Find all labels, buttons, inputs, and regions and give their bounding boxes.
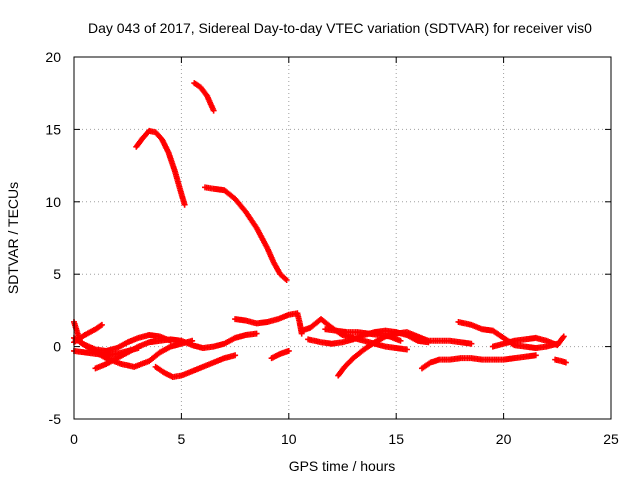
x-tick-label: 10 [281,431,297,447]
chart-title: Day 043 of 2017, Sidereal Day-to-day VTE… [88,20,592,36]
y-tick-label: -5 [49,411,62,427]
x-axis-label: GPS time / hours [289,458,396,474]
series-arc-9 [152,352,239,381]
series-arc-18 [489,333,567,350]
series-arc-17 [455,318,561,352]
x-tick-label: 5 [178,431,186,447]
data-point [285,347,292,354]
x-tick-label: 20 [496,431,512,447]
data-point [283,276,290,283]
axis-ticks: 0 5 10 15 20 25 -5 0 5 10 15 20 [45,49,619,447]
series-arc-2 [191,80,217,114]
data-point [468,340,475,347]
series-arc-1 [133,127,188,208]
series-arc-8 [71,345,142,359]
data-point [181,201,188,208]
data-point [397,337,404,344]
data-point [562,359,569,366]
data-point [135,345,142,352]
grid-lines [74,57,611,419]
data-point [232,352,239,359]
series-arc-16 [418,352,539,372]
data-series [71,80,569,381]
data-point [403,346,410,353]
x-tick-label: 15 [388,431,404,447]
data-point [210,107,217,114]
y-tick-label: 5 [53,266,61,282]
data-point [98,321,105,328]
y-axis-label: SDTVAR / TECUs [5,182,21,294]
series-arc-19 [552,356,569,366]
x-tick-label: 25 [603,431,619,447]
y-tick-label: 10 [45,194,61,210]
x-tick-label: 0 [70,431,78,447]
series-arc-3 [202,184,290,283]
series-arc-13 [305,327,432,347]
series-arc-7 [92,330,260,372]
data-point [560,333,567,340]
series-arc-15 [322,326,404,344]
plot-frame [73,56,612,420]
y-tick-label: 20 [45,49,61,65]
y-tick-label: 15 [45,121,61,137]
data-point [532,352,539,359]
y-tick-label: 0 [53,339,61,355]
series-arc-11 [268,347,292,362]
series-arc-14 [335,329,475,379]
data-point [253,330,260,337]
